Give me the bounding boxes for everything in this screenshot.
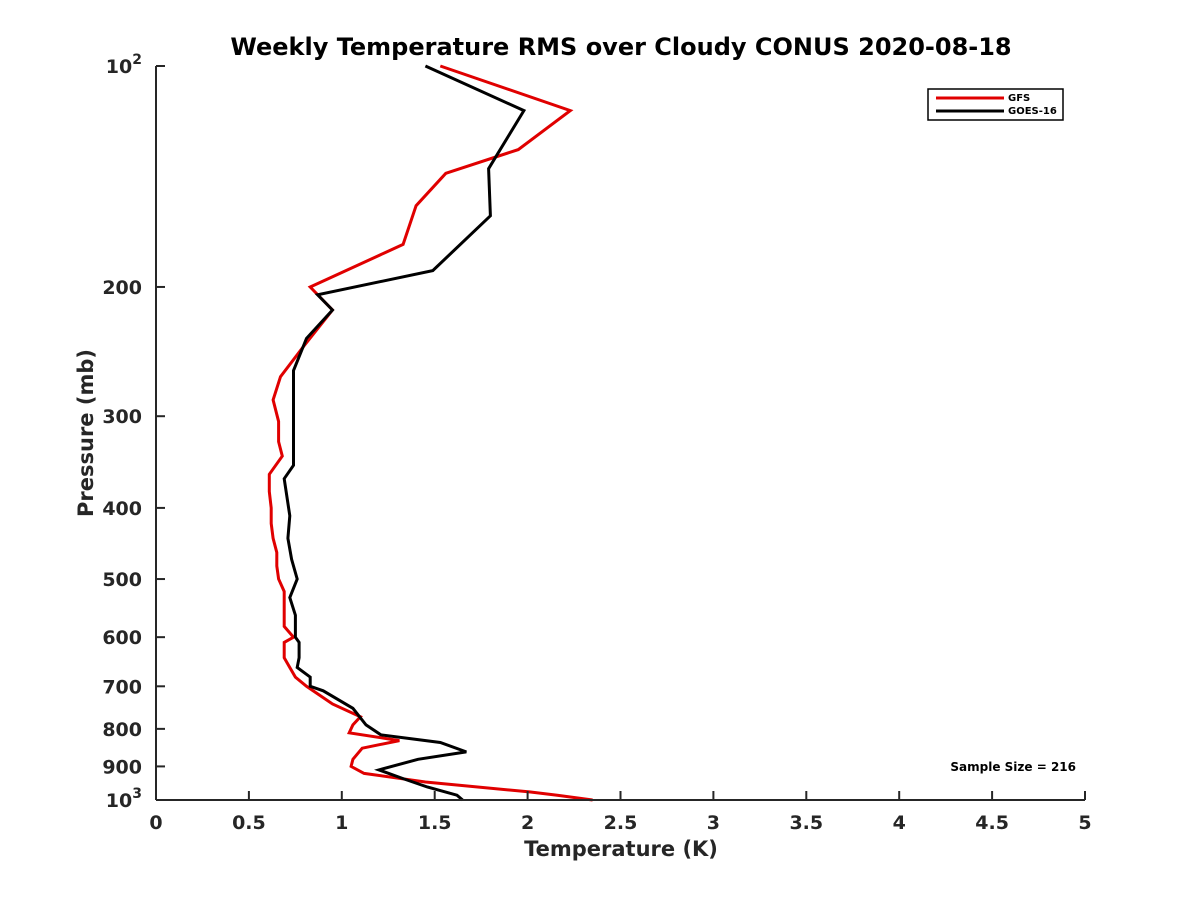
x-tick-label: 4 — [893, 812, 906, 834]
series-line-goes16 — [282, 64, 527, 802]
legend-label-gfs: GFS — [1008, 93, 1030, 104]
y-tick-label: 102 — [106, 52, 142, 78]
x-ticks: 0 0.5 1 1.5 2 2.5 3 3.5 4 4.5 5 — [149, 791, 1092, 834]
x-tick-label: 3.5 — [789, 812, 823, 834]
y-tick-label: 500 — [102, 569, 142, 591]
x-tick-label: 5 — [1078, 812, 1091, 834]
y-axis-title: Pressure (mb) — [74, 349, 98, 517]
x-tick-label: 2.5 — [604, 812, 638, 834]
y-tick-label: 400 — [102, 498, 142, 520]
y-tick-label: 103 — [106, 786, 142, 812]
x-tick-label: 4.5 — [975, 812, 1009, 834]
y-tick-label: 900 — [102, 756, 142, 778]
x-tick-label: 3 — [707, 812, 720, 834]
chart-title: Weekly Temperature RMS over Cloudy CONUS… — [230, 33, 1011, 61]
legend: GFS GOES-16 — [927, 88, 1064, 121]
x-tick-label: 1.5 — [418, 812, 452, 834]
x-tick-label: 2 — [521, 812, 534, 834]
x-tick-label: 0 — [149, 812, 162, 834]
y-ticks: 102 200 300 400 500 600 700 800 900 103 — [102, 52, 165, 812]
x-tick-label: 1 — [335, 812, 348, 834]
y-tick-label: 600 — [102, 627, 142, 649]
y-tick-label: 800 — [102, 719, 142, 741]
y-tick-label: 300 — [102, 406, 142, 428]
x-axis-title: Temperature (K) — [524, 837, 718, 861]
sample-size-annotation: Sample Size = 216 — [950, 760, 1076, 774]
x-tick-label: 0.5 — [232, 812, 266, 834]
series-layer — [267, 64, 593, 802]
legend-label-goes16: GOES-16 — [1008, 106, 1057, 117]
y-tick-label: 700 — [102, 676, 142, 698]
legend-box — [927, 88, 1064, 121]
y-tick-label: 200 — [102, 277, 142, 299]
plot-axes — [155, 66, 1085, 801]
